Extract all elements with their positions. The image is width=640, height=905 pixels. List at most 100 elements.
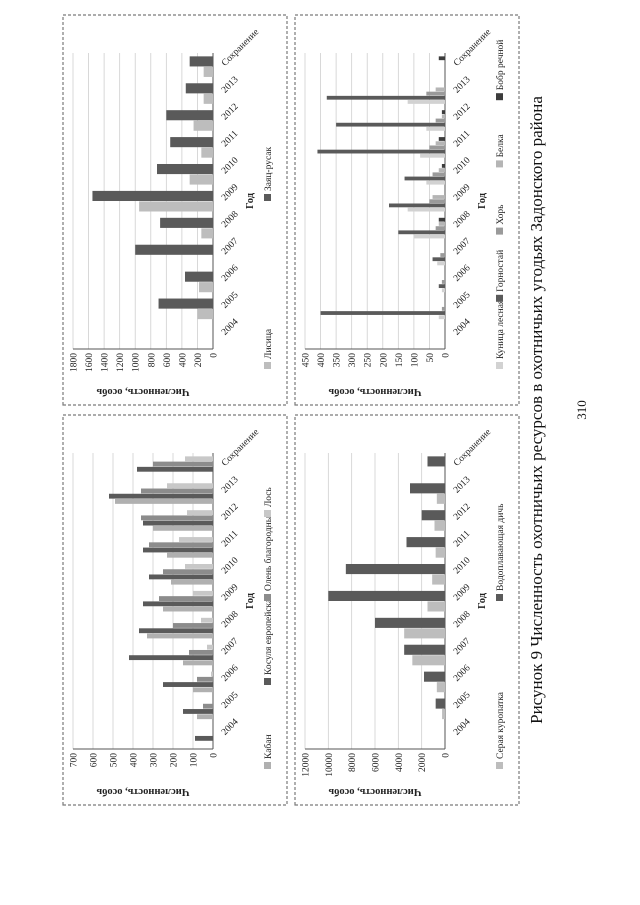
bar <box>163 569 213 575</box>
bar <box>317 149 446 154</box>
legend-swatch <box>496 362 503 369</box>
bar <box>149 542 213 548</box>
legend-label: Заяц-русак <box>264 146 274 191</box>
bar <box>426 91 446 96</box>
y-tick-label: 10000 <box>325 753 335 777</box>
bar <box>139 628 213 634</box>
y-tick-label: 0 <box>442 353 452 358</box>
bar <box>143 547 213 553</box>
bar <box>160 217 214 228</box>
bar <box>441 306 445 311</box>
bar <box>438 284 445 289</box>
bar <box>438 168 445 172</box>
bar <box>149 574 213 580</box>
bar <box>410 483 445 494</box>
y-tick-label: 8000 <box>348 753 358 772</box>
bar <box>203 93 214 104</box>
bar <box>404 628 445 639</box>
bar <box>141 515 213 521</box>
legend-swatch <box>496 227 503 235</box>
legend-label: Водоплавающая дичь <box>496 503 506 591</box>
bar <box>207 644 213 650</box>
legend-swatch <box>264 594 271 601</box>
y-tick-label: 100 <box>190 753 200 768</box>
y-tick-label: 400 <box>130 753 140 768</box>
y-tick-label: 700 <box>70 753 80 768</box>
bar <box>426 180 446 185</box>
bar <box>159 596 213 601</box>
bar <box>406 537 445 548</box>
bar <box>435 141 445 146</box>
legend-swatch <box>264 762 271 769</box>
legend-swatch <box>496 594 503 601</box>
x-axis-title: Год <box>477 192 488 209</box>
legend-swatch <box>264 678 271 685</box>
bar <box>157 163 213 175</box>
legend-label: Серая куропатка <box>496 691 506 759</box>
y-tick-label: 1200 <box>116 353 126 372</box>
bar <box>407 207 445 212</box>
bar <box>413 234 445 239</box>
bar <box>92 190 213 201</box>
bar <box>435 118 445 123</box>
bar <box>407 100 445 104</box>
legend-label: Кабан <box>263 734 274 759</box>
bar <box>153 525 213 531</box>
y-tick-label: 200 <box>379 353 389 368</box>
bar <box>398 230 446 235</box>
bar <box>147 633 213 639</box>
bar <box>441 163 445 168</box>
y-tick-label: 2000 <box>418 753 428 772</box>
bar <box>141 488 213 494</box>
legend-swatch <box>496 294 503 302</box>
bar <box>193 590 213 596</box>
bar <box>438 222 445 226</box>
bar <box>435 698 445 709</box>
bar <box>189 56 214 67</box>
y-tick-label: 600 <box>90 753 100 768</box>
bar <box>326 95 445 100</box>
bar <box>193 687 213 693</box>
chart-panel-ungulates: 0100200300400500600700200420052006200720… <box>62 414 288 806</box>
bar <box>211 671 213 677</box>
bar <box>432 574 445 585</box>
y-tick-label: 0 <box>442 753 452 758</box>
y-tick-label: 6000 <box>372 753 382 772</box>
bar <box>424 671 445 682</box>
legend-label: Лось <box>264 487 274 507</box>
chart-panel-birds: 0200040006000800010000120002004200520062… <box>294 414 520 806</box>
bar <box>163 606 213 612</box>
bar <box>109 493 213 499</box>
bar <box>436 682 446 693</box>
bar <box>203 66 214 77</box>
y-tick-label: 200 <box>170 753 180 768</box>
y-tick-label: 0 <box>210 753 220 758</box>
legend-label: Олень благородный <box>263 511 274 591</box>
bar <box>135 244 214 255</box>
bar <box>432 195 445 199</box>
bar <box>115 499 213 504</box>
y-tick-label: 800 <box>147 353 157 368</box>
chart-panel-fox-hare: 0200400600800100012001400160018002004200… <box>62 14 288 406</box>
y-tick-label: 150 <box>395 353 405 368</box>
bar <box>203 703 213 709</box>
chart-panel-furbearers: 0501001502002503003504004502004200520062… <box>294 14 520 406</box>
bar <box>437 261 446 266</box>
bar <box>375 617 445 628</box>
bar <box>320 311 445 315</box>
x-axis-title: Год <box>477 592 488 609</box>
bar <box>201 228 213 239</box>
bar <box>201 617 213 623</box>
bar <box>438 315 445 320</box>
y-tick-label: 1600 <box>85 353 95 372</box>
bar <box>438 217 445 222</box>
bar <box>412 655 446 666</box>
bar <box>185 271 213 282</box>
bar <box>139 201 213 212</box>
bar <box>153 461 213 467</box>
legend-label: Лисица <box>264 328 274 359</box>
bar <box>438 137 445 141</box>
y-axis-title: Численность, особь <box>328 386 421 397</box>
legend-label: Белка <box>496 134 506 158</box>
bar <box>201 147 213 158</box>
